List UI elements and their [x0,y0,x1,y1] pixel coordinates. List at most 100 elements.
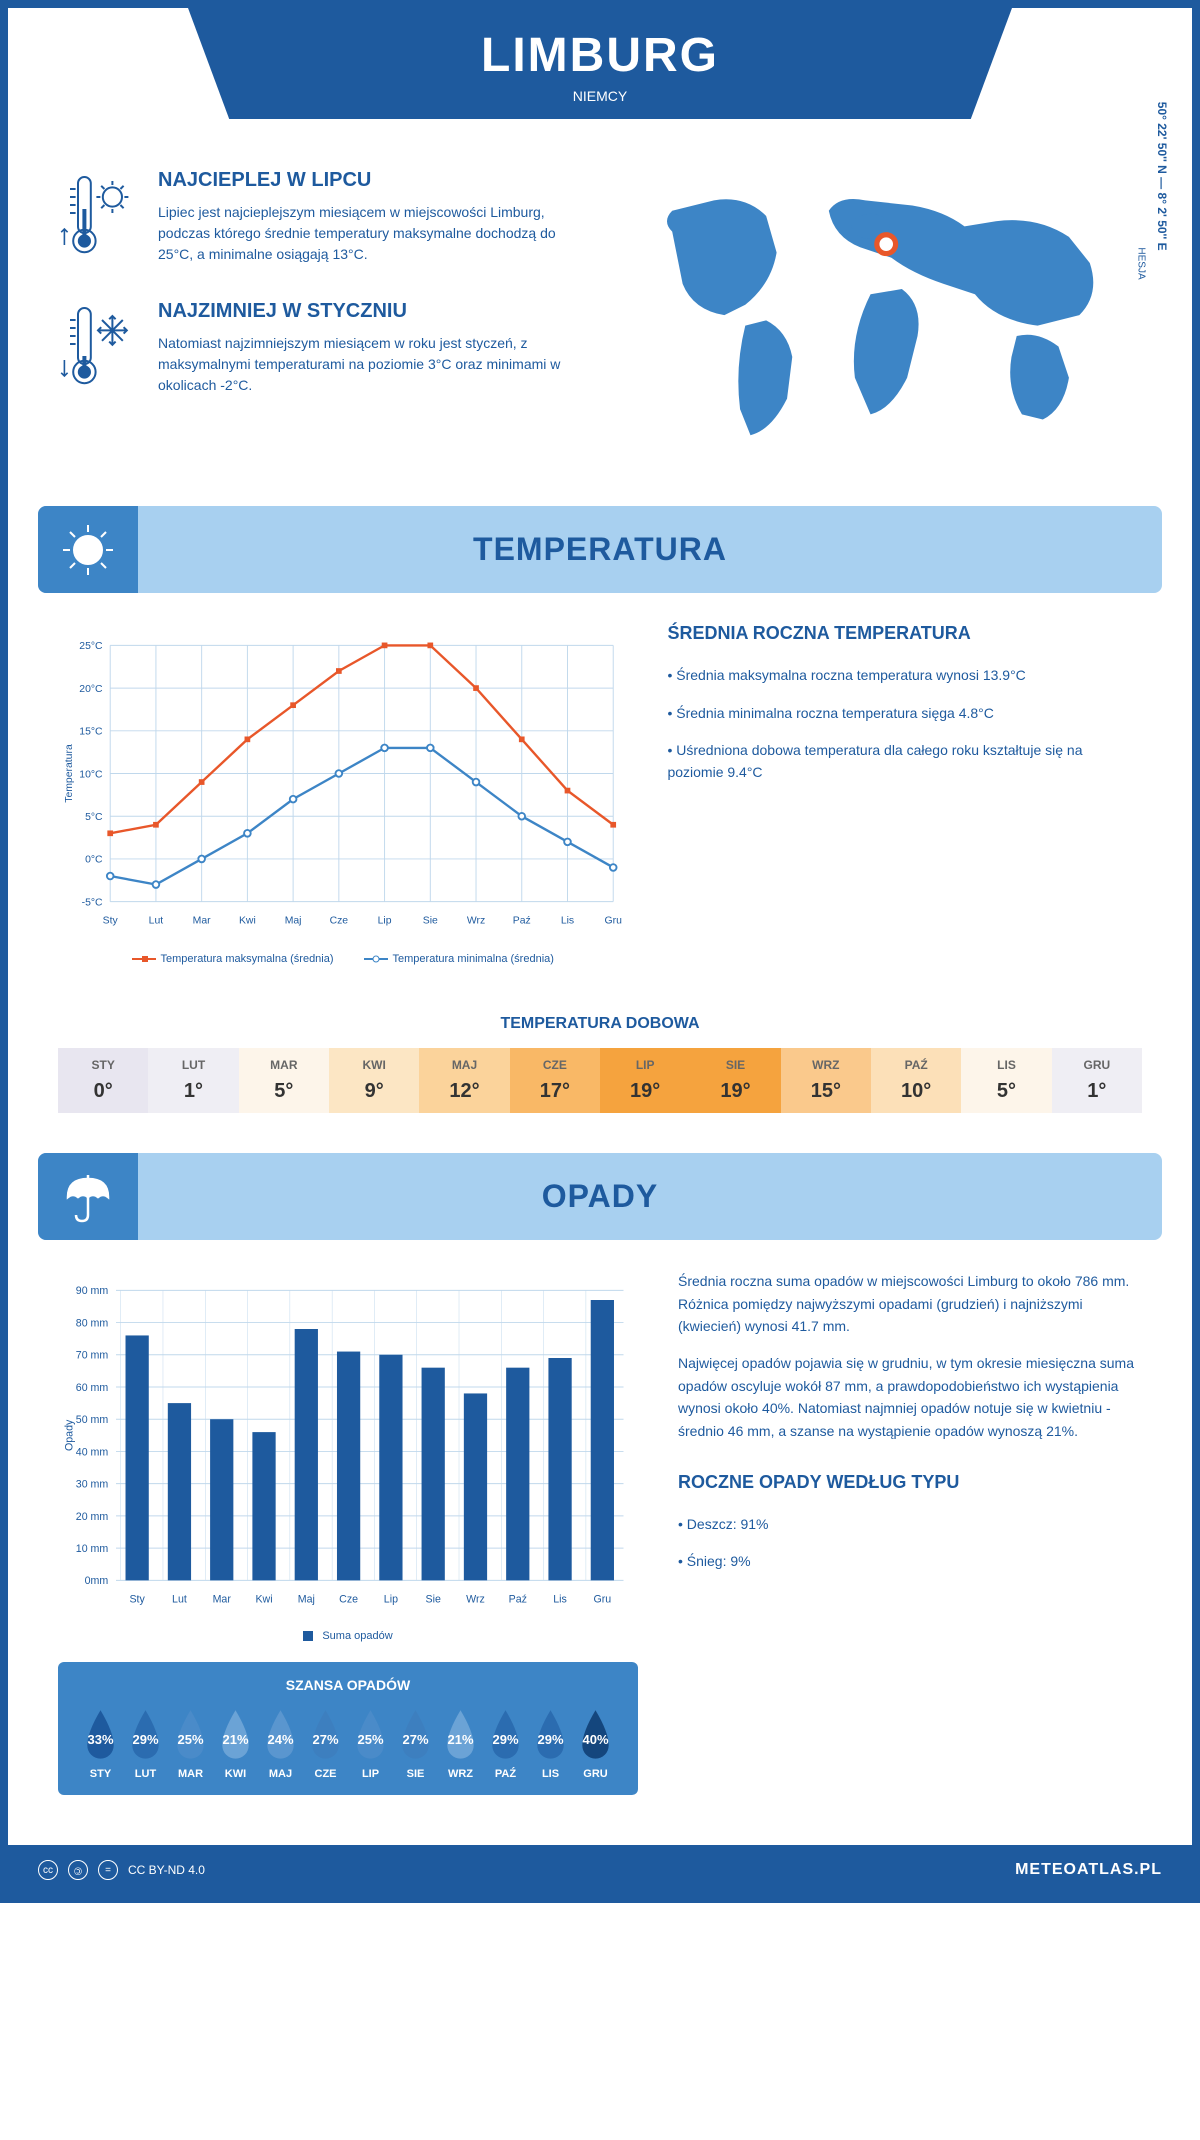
svg-text:Sie: Sie [426,1594,441,1606]
svg-text:Lut: Lut [149,916,164,927]
svg-text:80 mm: 80 mm [76,1318,109,1330]
cc-icon: cc [38,1860,58,1880]
svg-text:Lis: Lis [553,1594,567,1606]
drop-item: 21% KWI [213,1708,258,1780]
rain-drops-row: 33% STY 29% LUT 25% MAR 21% KWI [78,1708,618,1780]
coldest-desc: Natomiast najzimniejszym miesiącem w rok… [158,333,580,396]
footer-site: METEOATLAS.PL [1015,1861,1162,1879]
temp-section-header: TEMPERATURA [38,506,1162,593]
drop-item: 27% CZE [303,1708,348,1780]
warmest-title: NAJCIEPLEJ W LIPCU [158,169,580,192]
drop-item: 29% PAŹ [483,1708,528,1780]
svg-text:Kwi: Kwi [255,1594,272,1606]
header: LIMBURG NIEMCY [188,8,1012,119]
temp-chart-section: -5°C0°C5°C10°C15°C20°C25°CStyLutMarKwiMa… [8,593,1192,995]
temp-cell: SIE19° [690,1048,780,1113]
temp-desc-title: ŚREDNIA ROCZNA TEMPERATURA [667,623,1142,644]
drop-item: 27% SIE [393,1708,438,1780]
intro-section: NAJCIEPLEJ W LIPCU Lipiec jest najcieple… [8,149,1192,506]
rain-types-p1: • Deszcz: 91% [678,1513,1142,1535]
temp-chart-area: -5°C0°C5°C10°C15°C20°C25°CStyLutMarKwiMa… [58,623,627,965]
temp-cell: PAŹ10° [871,1048,961,1113]
svg-text:Maj: Maj [285,916,302,927]
thermometer-hot-icon [58,169,138,270]
temp-cell: LUT1° [148,1048,238,1113]
svg-text:Lip: Lip [384,1594,398,1606]
temp-cell: LIS5° [961,1048,1051,1113]
temp-cell: KWI9° [329,1048,419,1113]
svg-text:Sty: Sty [129,1594,145,1606]
drop-item: 21% WRZ [438,1708,483,1780]
svg-text:Wrz: Wrz [467,916,485,927]
temp-desc-p1: • Średnia maksymalna roczna temperatura … [667,664,1142,686]
legend-max: Temperatura maksymalna (średnia) [132,953,334,965]
daily-temp-section: TEMPERATURA DOBOWA STY0° LUT1° MAR5° KWI… [58,1015,1142,1113]
temp-cell: LIP19° [600,1048,690,1113]
svg-text:0°C: 0°C [85,855,103,866]
by-icon: 🄯 [68,1860,88,1880]
svg-text:Wrz: Wrz [466,1594,485,1606]
drop-item: 25% LIP [348,1708,393,1780]
svg-text:Paź: Paź [513,916,531,927]
rain-desc-p1: Średnia roczna suma opadów w miejscowośc… [678,1270,1142,1337]
rain-chart-area: 0mm10 mm20 mm30 mm40 mm50 mm60 mm70 mm80… [58,1270,638,1815]
svg-text:Lut: Lut [172,1594,187,1606]
rain-desc-p2: Najwięcej opadów pojawia się w grudniu, … [678,1352,1142,1442]
temp-cell: MAJ12° [419,1048,509,1113]
daily-temp-grid: STY0° LUT1° MAR5° KWI9° MAJ12° CZE17° LI… [58,1048,1142,1113]
rain-chart-section: 0mm10 mm20 mm30 mm40 mm50 mm60 mm70 mm80… [8,1240,1192,1845]
coldest-text: NAJZIMNIEJ W STYCZNIU Natomiast najzimni… [158,300,580,401]
rain-types-p2: • Śnieg: 9% [678,1550,1142,1572]
svg-text:Maj: Maj [298,1594,315,1606]
svg-text:Kwi: Kwi [239,916,256,927]
svg-text:90 mm: 90 mm [76,1286,109,1298]
svg-text:15°C: 15°C [79,727,103,738]
sun-icon [38,506,138,593]
coldest-block: NAJZIMNIEJ W STYCZNIU Natomiast najzimni… [58,300,580,401]
svg-text:Gru: Gru [593,1594,611,1606]
temp-cell: GRU1° [1052,1048,1142,1113]
svg-text:Lis: Lis [561,916,574,927]
nd-icon: = [98,1860,118,1880]
world-map-icon [620,169,1142,461]
coldest-title: NAJZIMNIEJ W STYCZNIU [158,300,580,323]
svg-text:Cze: Cze [330,916,349,927]
warmest-block: NAJCIEPLEJ W LIPCU Lipiec jest najcieple… [58,169,580,270]
footer: cc 🄯 = CC BY-ND 4.0 METEOATLAS.PL [8,1845,1192,1895]
svg-text:Opady: Opady [64,1419,76,1451]
svg-text:25°C: 25°C [79,641,103,652]
map-area: 50° 22' 50'' N — 8° 2' 50'' E HESJA [620,169,1142,466]
page: LIMBURG NIEMCY [0,0,1200,1903]
warmest-text: NAJCIEPLEJ W LIPCU Lipiec jest najcieple… [158,169,580,270]
region-label: HESJA [1135,248,1146,280]
city-title: LIMBURG [188,28,1012,83]
daily-temp-title: TEMPERATURA DOBOWA [58,1015,1142,1033]
umbrella-icon [38,1153,138,1240]
temp-legend: Temperatura maksymalna (średnia) Tempera… [58,953,627,965]
svg-text:70 mm: 70 mm [76,1350,109,1362]
svg-text:Sie: Sie [423,916,438,927]
svg-text:Mar: Mar [213,1594,232,1606]
legend-rain: Suma opadów [303,1630,392,1642]
rain-section-header: OPADY [38,1153,1162,1240]
drop-item: 40% GRU [573,1708,618,1780]
svg-text:5°C: 5°C [85,812,103,823]
temp-desc: ŚREDNIA ROCZNA TEMPERATURA • Średnia mak… [667,623,1142,965]
temp-cell: MAR5° [239,1048,329,1113]
temp-cell: WRZ15° [781,1048,871,1113]
svg-text:Paź: Paź [509,1594,527,1606]
svg-text:40 mm: 40 mm [76,1447,109,1459]
svg-text:Sty: Sty [103,916,119,927]
rain-legend: Suma opadów [58,1630,638,1642]
svg-text:20°C: 20°C [79,684,103,695]
svg-text:10 mm: 10 mm [76,1543,109,1555]
svg-text:30 mm: 30 mm [76,1479,109,1491]
drop-item: 24% MAJ [258,1708,303,1780]
svg-text:60 mm: 60 mm [76,1382,109,1394]
temp-desc-p2: • Średnia minimalna roczna temperatura s… [667,702,1142,724]
drop-item: 33% STY [78,1708,123,1780]
svg-text:Temperatura: Temperatura [64,744,75,803]
temp-desc-p3: • Uśredniona dobowa temperatura dla całe… [667,739,1142,784]
svg-text:20 mm: 20 mm [76,1511,109,1523]
rain-desc: Średnia roczna suma opadów w miejscowośc… [678,1270,1142,1815]
